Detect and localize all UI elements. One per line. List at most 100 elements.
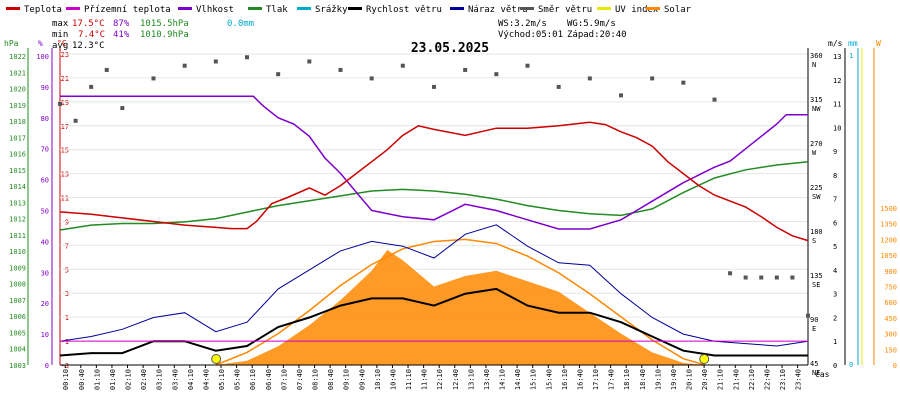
- hpa-tick-1003: 1003: [9, 362, 26, 370]
- solar-tick-600: 600: [884, 299, 897, 307]
- ms-tick-9: 9: [833, 148, 837, 156]
- wind-dir-point-19: [587, 76, 592, 81]
- wind-dir-point-13: [400, 63, 405, 68]
- pct-tick-80: 80: [41, 115, 49, 123]
- dir-tick-4: 180: [810, 228, 823, 236]
- temp-tick-15: 15: [61, 147, 69, 155]
- ms-axis-unit: m/s: [828, 39, 843, 48]
- hpa-tick-1011: 1011: [9, 232, 26, 240]
- x-tick-34: 17:10: [592, 369, 600, 390]
- solar-tick-750: 750: [884, 284, 897, 292]
- wind-dir-point-27: [774, 275, 779, 280]
- series-pressure: [59, 160, 809, 231]
- x-tick-19: 09:40: [358, 369, 366, 390]
- solar-tick-1500: 1500: [880, 205, 897, 213]
- x-tick-0: 00:10: [62, 369, 70, 390]
- dir-tick-3: 225: [810, 184, 823, 192]
- solar-tick-900: 900: [884, 268, 897, 276]
- x-tick-20: 10:10: [374, 369, 382, 390]
- solar-tick-300: 300: [884, 331, 897, 339]
- wind-dir-point-21: [650, 76, 655, 81]
- x-tick-46: 23:10: [779, 369, 787, 390]
- wind-dir-point-23: [712, 97, 717, 102]
- wind-dir-point-9: [276, 72, 281, 77]
- wind-dir-point-24: [728, 271, 733, 276]
- hpa-tick-1008: 1008: [9, 281, 26, 289]
- legend-swatch-5: [348, 7, 362, 10]
- pct-tick-50: 50: [41, 208, 49, 216]
- legend-label-5: Rychlost větru: [366, 5, 442, 15]
- wind-dir-point-6: [182, 63, 187, 68]
- wind-dir-point-16: [494, 72, 499, 77]
- x-tick-3: 01:40: [109, 369, 117, 390]
- solar-tick-1350: 1350: [880, 221, 897, 229]
- hpa-tick-1021: 1021: [9, 69, 26, 77]
- ms-tick-4: 4: [833, 267, 837, 275]
- hpa-tick-1006: 1006: [9, 313, 26, 321]
- wind-dir-point-12: [369, 76, 374, 81]
- temp-tick--1: -1: [61, 338, 69, 346]
- wind-dir-point-3: [104, 67, 109, 72]
- ms-tick-5: 5: [833, 243, 837, 251]
- temp-tick-19: 19: [61, 99, 69, 107]
- x-tick-14: 07:10: [280, 369, 288, 390]
- time-axis-unit: čas: [815, 369, 830, 379]
- wind-dir-point-17: [525, 63, 530, 68]
- x-tick-22: 11:10: [405, 369, 413, 390]
- pct-tick-60: 60: [41, 177, 49, 185]
- x-tick-8: 04:10: [187, 369, 195, 390]
- legend-swatch-0: [6, 7, 20, 10]
- chart-title: 23.05.2025: [411, 41, 489, 56]
- x-tick-35: 17:40: [608, 369, 616, 390]
- mm-tick-0: 0: [849, 361, 853, 369]
- wind-dir-point-29: [806, 313, 810, 318]
- x-tick-11: 05:40: [234, 369, 242, 390]
- pct-tick-90: 90: [41, 84, 49, 92]
- x-tick-39: 19:40: [670, 369, 678, 390]
- hpa-tick-1015: 1015: [9, 167, 26, 175]
- hpa-tick-1016: 1016: [9, 151, 26, 159]
- wind-dir-point-25: [743, 275, 748, 280]
- dir-tick-label-2: W: [812, 149, 817, 157]
- x-tick-40: 20:10: [686, 369, 694, 390]
- wind-dir-point-5: [151, 76, 156, 81]
- legend-label-7: Směr větru: [538, 5, 592, 15]
- wind-dir-point-7: [213, 59, 218, 64]
- stats-min-pres: 1010.9hPa: [140, 30, 189, 40]
- dir-tick-7: 45: [810, 360, 818, 368]
- x-tick-43: 21:40: [732, 369, 740, 390]
- solar-tick-450: 450: [884, 315, 897, 323]
- stats-sunset: Západ:20:40: [567, 30, 627, 40]
- dir-tick-0: 360: [810, 52, 823, 60]
- legend-swatch-2: [178, 7, 192, 10]
- hpa-tick-1020: 1020: [9, 86, 26, 94]
- legend-label-9: Solar: [664, 5, 692, 15]
- solar-axis-unit: W: [876, 39, 881, 48]
- x-tick-28: 14:10: [499, 369, 507, 390]
- x-tick-12: 06:10: [249, 369, 257, 390]
- ms-tick-1: 1: [833, 338, 837, 346]
- ms-tick-2: 2: [833, 314, 837, 322]
- wind-dir-point-0: [58, 101, 62, 106]
- legend-swatch-1: [66, 7, 80, 10]
- temp-tick-13: 13: [61, 171, 69, 179]
- stats-max-pres: 1015.5hPa: [140, 19, 189, 29]
- ms-tick-0: 0: [833, 362, 837, 370]
- temp-tick-21: 21: [61, 75, 69, 83]
- x-tick-4: 02:10: [125, 369, 133, 390]
- x-tick-23: 11:40: [421, 369, 429, 390]
- x-tick-5: 02:40: [140, 369, 148, 390]
- legend-swatch-9: [646, 7, 660, 10]
- temp-tick-7: 7: [65, 242, 69, 250]
- ms-tick-11: 11: [833, 101, 841, 109]
- temp-tick-11: 11: [61, 195, 69, 203]
- legend-label-1: Přízemní teplota: [84, 5, 171, 15]
- wind-dir-point-22: [681, 80, 686, 85]
- wind-dir-point-4: [120, 106, 125, 111]
- dir-tick-6: 90: [810, 316, 818, 324]
- x-tick-26: 13:10: [467, 369, 475, 390]
- wind-dir-point-20: [619, 93, 623, 98]
- hpa-tick-1005: 1005: [9, 329, 26, 337]
- series-temperature: [59, 121, 809, 242]
- solar-tick-150: 150: [884, 346, 897, 354]
